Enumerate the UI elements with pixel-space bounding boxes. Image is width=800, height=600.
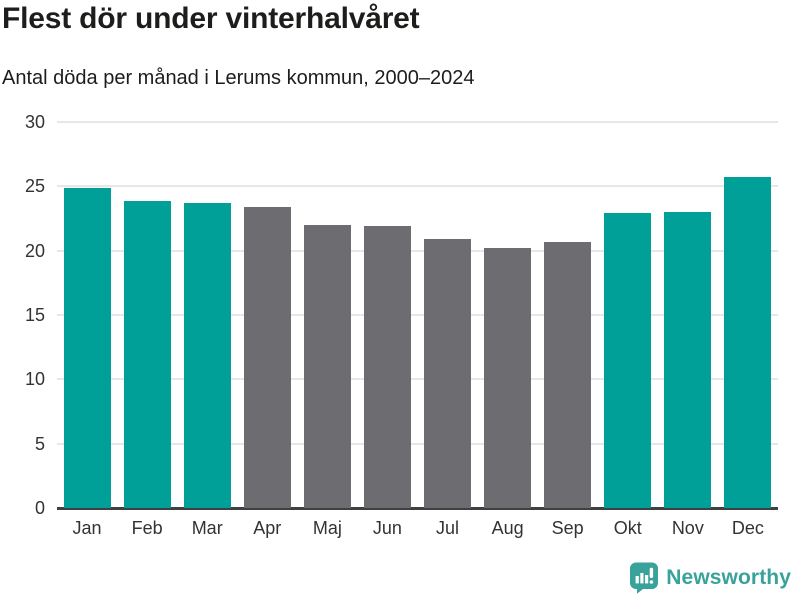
bar-slot-jun: [357, 122, 417, 508]
gridline-30: [57, 121, 778, 123]
bar-maj: [303, 224, 351, 508]
chart-subtitle: Antal döda per månad i Lerums kommun, 20…: [2, 67, 475, 89]
y-tick-label-15: 15: [24, 305, 45, 325]
y-axis-tick-labels: 0 5 10 15 20 25 30: [0, 113, 45, 517]
bar-jun: [363, 226, 411, 508]
y-tick-label-10: 10: [24, 369, 45, 390]
bar-apr: [243, 206, 291, 508]
newsworthy-speech-bubble-chart-icon: [630, 562, 659, 594]
bar-slot-okt: [598, 122, 658, 508]
bar-aug: [484, 248, 532, 508]
bar-dec: [724, 177, 772, 508]
x-tick-label-nov: Nov: [671, 518, 704, 538]
x-tick-label-sep: Sep: [551, 518, 584, 538]
x-tick-label-feb: Feb: [131, 518, 163, 538]
bar-sep: [544, 241, 592, 508]
bar-feb: [123, 200, 171, 508]
y-tick-label-25: 25: [24, 176, 45, 197]
x-tick-label-jul: Jul: [436, 518, 460, 538]
plot-area: [57, 121, 778, 510]
bar-nov: [664, 212, 712, 508]
bar-jul: [424, 239, 471, 508]
bar-okt: [604, 213, 652, 508]
bar-slot-dec: [718, 122, 778, 508]
x-tick-label-mar: Mar: [191, 518, 223, 538]
x-tick-label-okt: Okt: [613, 518, 642, 538]
gridline-20: [57, 249, 778, 252]
x-tick-label-maj: Maj: [312, 518, 342, 538]
y-tick-label-0: 0: [34, 498, 45, 518]
gridline-25: [57, 185, 778, 188]
y-tick-label-30: 30: [24, 112, 45, 132]
bar-series: [57, 122, 778, 508]
bar-slot-maj: [297, 122, 357, 508]
bar-slot-nov: [658, 122, 718, 508]
x-tick-label-jan: Jan: [72, 518, 102, 538]
x-tick-label-apr: Apr: [253, 518, 282, 538]
x-axis-line: [57, 507, 778, 510]
x-tick-label-jun: Jun: [372, 518, 402, 538]
bar-mar: [183, 203, 231, 508]
x-axis-labels: Jan Feb Mar Apr Maj Jun Jul Aug Sep Okt Nov Dec: [57, 518, 778, 539]
bar-slot-feb: [117, 122, 177, 508]
bar-jan: [63, 187, 111, 508]
bar-slot-apr: [237, 122, 297, 508]
chart-title: Flest dör under vinterhalvåret: [2, 2, 420, 35]
brand-name: Newsworthy: [666, 566, 791, 589]
bar-slot-sep: [538, 122, 598, 508]
gridline-5: [57, 442, 778, 445]
x-tick-label-aug: Aug: [491, 518, 524, 538]
x-tick-label-dec: Dec: [731, 518, 764, 538]
bar-slot-jul: [417, 122, 477, 508]
y-tick-label-20: 20: [24, 240, 45, 261]
gridline-15: [57, 314, 778, 316]
bar-slot-jan: [57, 122, 117, 508]
gridline-10: [57, 378, 778, 381]
bar-slot-aug: [478, 122, 538, 508]
brand-logo: Newsworthy: [629, 562, 791, 594]
bar-slot-mar: [177, 122, 237, 508]
y-tick-label-5: 5: [34, 433, 45, 454]
